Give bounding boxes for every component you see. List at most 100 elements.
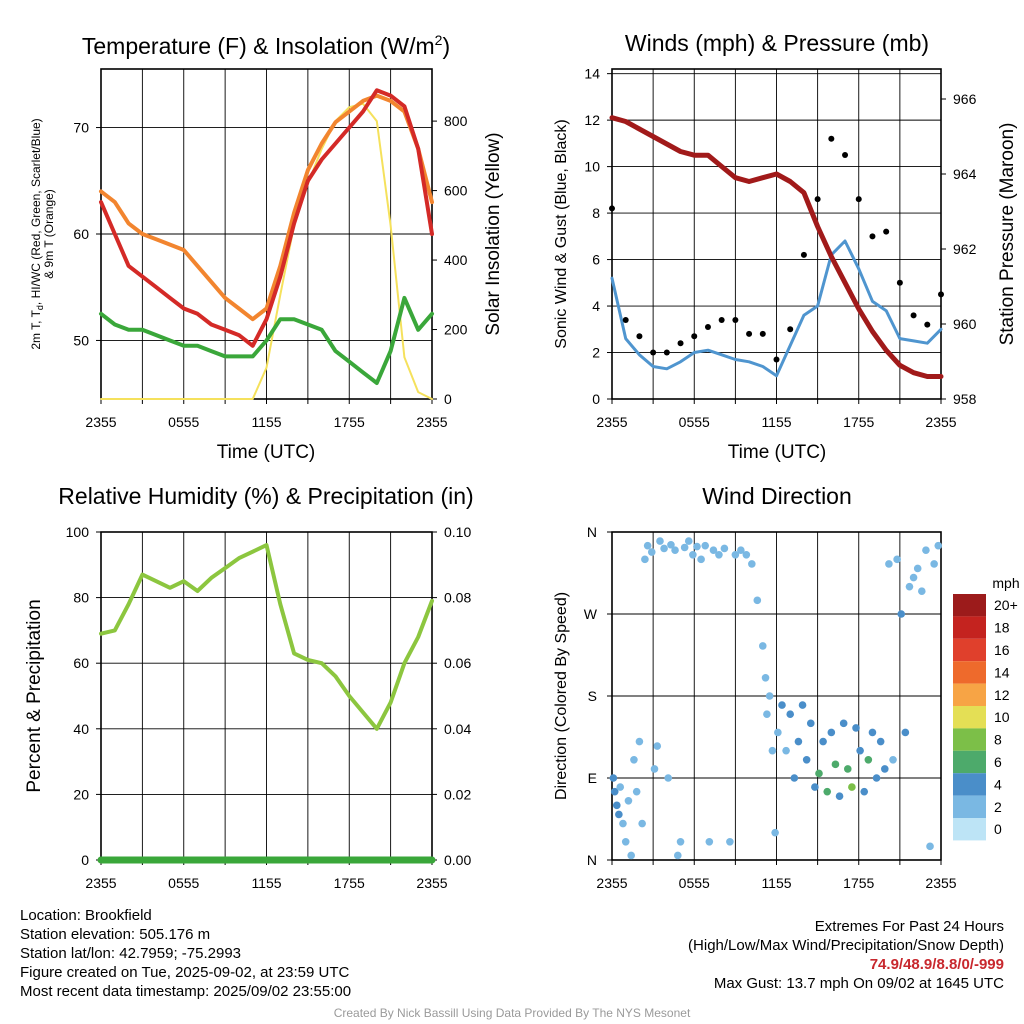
temp-y-label-part: , HI/WC (Red, Green, Scarlet/Blue) — [29, 118, 43, 305]
direction-point — [893, 555, 901, 564]
rh-y-tick-label: 100 — [66, 524, 90, 540]
direction-point — [872, 774, 881, 782]
wind-y-tick-label: 8 — [592, 205, 600, 221]
temp-x-label: Time (UTC) — [217, 442, 316, 463]
wind-y-tick-label: 6 — [592, 252, 600, 268]
legend-label: 20+ — [994, 597, 1018, 613]
direction-point — [758, 642, 767, 650]
legend-label: 4 — [994, 776, 1002, 792]
gust-point — [609, 205, 615, 212]
direction-point — [680, 543, 689, 552]
rh-y2-tick-label: 0.08 — [444, 590, 471, 606]
direction-point — [856, 746, 864, 755]
direction-point — [621, 837, 630, 846]
wind-y2-tick-label: 964 — [953, 166, 977, 182]
temp-x-tick-label: 0555 — [168, 414, 199, 430]
rh-y2-tick-label: 0.02 — [444, 786, 471, 802]
wind-title: Winds (mph) & Pressure (mb) — [625, 30, 929, 56]
wind-x-tick-label: 1155 — [761, 414, 791, 430]
dir-y-tick-label: N — [587, 852, 597, 868]
direction-point — [926, 842, 934, 851]
direction-point — [778, 701, 786, 709]
direction-point — [705, 837, 714, 846]
direction-point — [615, 810, 623, 819]
legend-label: 8 — [994, 732, 1002, 748]
gust-point — [732, 316, 739, 323]
direction-point — [676, 837, 685, 846]
wind-y2-tick-label: 960 — [953, 316, 977, 332]
extremes-subtitle: (High/Low/Max Wind/Precipitation/Snow De… — [688, 937, 1004, 954]
direction-point — [643, 541, 652, 550]
temp-x-tick-label: 2355 — [416, 414, 447, 430]
direction-point — [689, 550, 697, 559]
wind-x-tick-label: 2355 — [925, 414, 956, 430]
direction-point — [876, 737, 885, 746]
pressure-line — [609, 115, 944, 379]
direction-point — [697, 555, 705, 564]
direction-point — [815, 769, 823, 778]
temp-y-label-part: 2m T, T — [29, 309, 43, 349]
gust-point — [773, 356, 780, 363]
temp-y2-tick-label: 800 — [444, 113, 468, 129]
legend-swatch — [953, 638, 986, 662]
direction-point — [619, 819, 627, 828]
station-info: Location: Brookfield Station elevation: … — [20, 906, 351, 1001]
legend-label: 6 — [994, 754, 1002, 770]
direction-point — [860, 787, 869, 796]
rh-title: Relative Humidity (%) & Precipitation (i… — [58, 483, 473, 509]
direction-point — [922, 546, 930, 555]
direction-point — [794, 737, 803, 746]
direction-point — [905, 582, 914, 591]
direction-point — [709, 546, 718, 555]
dir-y-tick-label: E — [588, 770, 597, 786]
dir-y-label: Direction (Colored By Speed) — [553, 592, 570, 800]
direction-point — [868, 728, 877, 737]
gust-point — [759, 330, 766, 337]
direction-point — [934, 541, 943, 550]
direction-point — [786, 710, 795, 719]
dir-x-tick-label: 1155 — [761, 875, 791, 891]
gust-point — [622, 316, 629, 323]
wind-y-tick-label: 10 — [584, 159, 600, 175]
direction-point — [701, 541, 710, 550]
direction-point — [802, 755, 811, 764]
gust-point — [883, 228, 890, 235]
wind-x-tick-label: 2355 — [596, 414, 627, 430]
temp-y2-tick-label: 400 — [444, 252, 468, 268]
direction-point — [819, 737, 827, 746]
direction-point — [742, 550, 751, 559]
direction-point — [627, 851, 635, 860]
wind-x-tick-label: 1755 — [843, 414, 874, 430]
wind-y2-label: Station Pressure (Maroon) — [997, 123, 1018, 346]
direction-point — [612, 801, 621, 810]
gust-point — [636, 333, 643, 340]
rh-x-tick-label: 2355 — [85, 875, 116, 891]
direction-point — [610, 787, 619, 796]
wind-x-label: Time (UTC) — [728, 442, 827, 463]
direction-point — [632, 787, 641, 796]
temp-y2-tick-label: 200 — [444, 322, 468, 338]
extremes-info: Extremes For Past 24 Hours (High/Low/Max… — [688, 917, 1004, 993]
direction-point — [930, 560, 938, 568]
rh-y2-tick-label: 0.00 — [444, 852, 471, 868]
direction-point — [667, 540, 675, 549]
legend-label: 10 — [994, 709, 1010, 725]
direction-point — [647, 548, 656, 556]
rh-x-tick-label: 2355 — [416, 875, 447, 891]
legend-label: 12 — [994, 687, 1010, 703]
direction-point — [852, 724, 860, 732]
wind-y-tick-label: 14 — [584, 66, 600, 82]
direction-point — [848, 783, 856, 791]
direction-point — [909, 573, 918, 582]
direction-point — [656, 537, 664, 545]
max-gust-text: Max Gust: 13.7 mph On 09/02 at 1645 UTC — [713, 975, 1004, 992]
direction-point — [765, 692, 774, 700]
temp-title-close: ) — [442, 33, 450, 59]
direction-point — [831, 760, 840, 769]
direction-point — [638, 819, 646, 828]
direction-point — [885, 560, 893, 568]
legend-swatch — [953, 594, 986, 617]
location-text: Location: Brookfield — [20, 907, 152, 924]
legend-swatch — [953, 818, 986, 841]
direction-point — [913, 564, 922, 573]
